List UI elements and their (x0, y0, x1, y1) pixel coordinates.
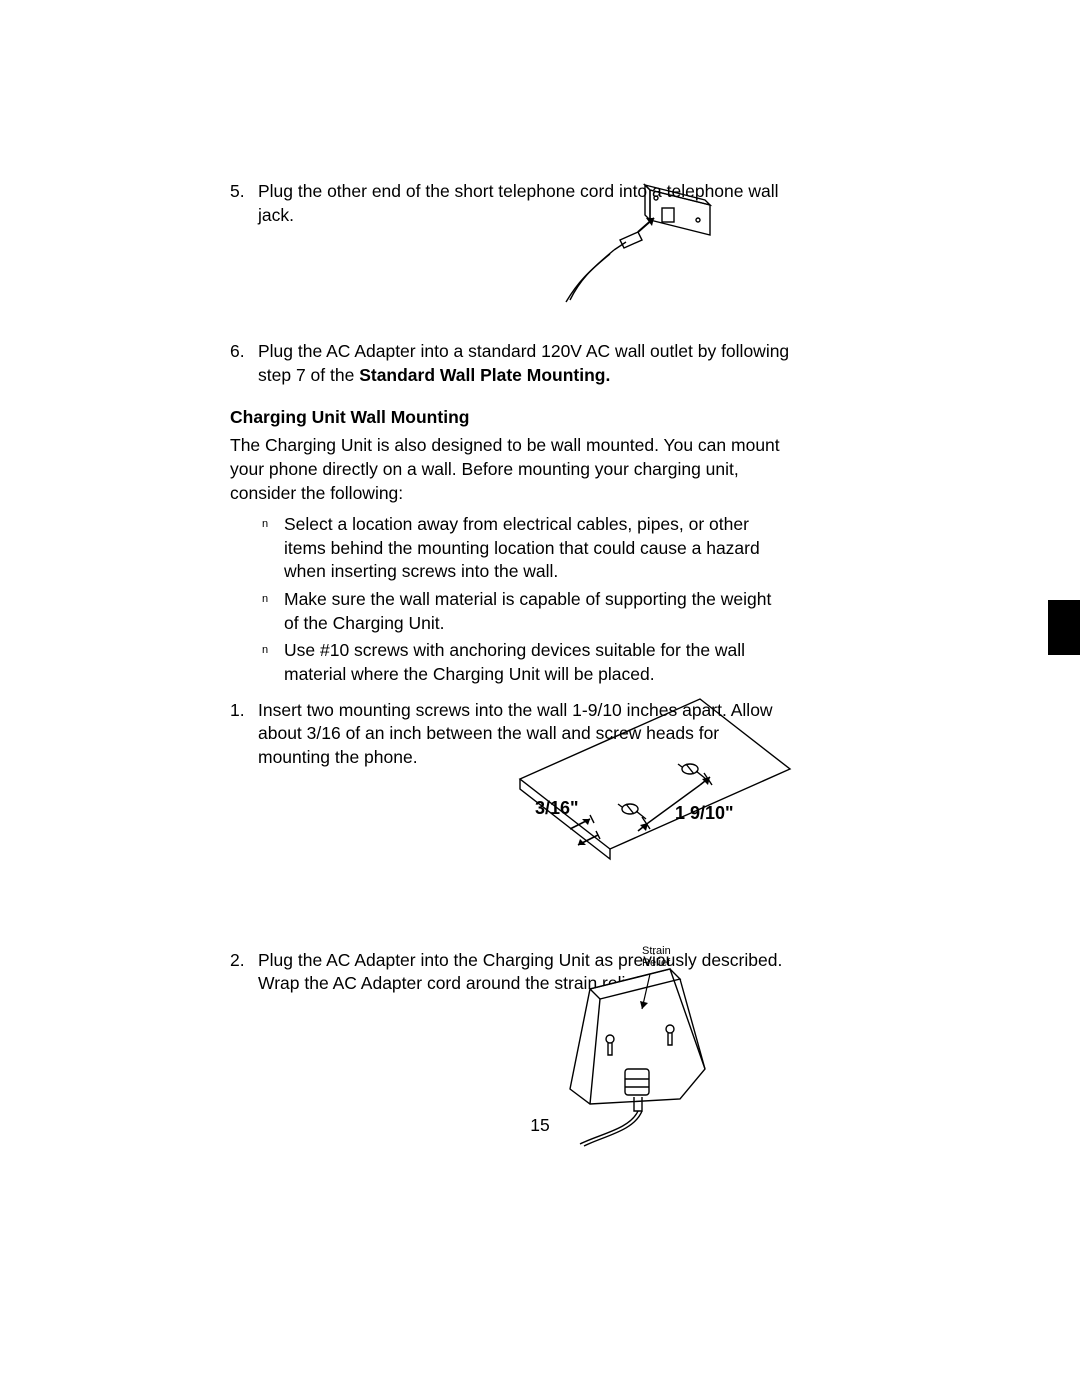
bullet-mark: n (262, 513, 284, 584)
dim-spacing-label: 1 9/10" (675, 803, 734, 823)
strain-relief-label-1: Strain (642, 945, 671, 957)
bullet-1: n Select a location away from electrical… (262, 513, 790, 584)
step-5-number: 5. (230, 180, 258, 227)
step-6-text-bold: Standard Wall Plate Mounting. (359, 365, 610, 385)
step-6: 6. Plug the AC Adapter into a standard 1… (230, 340, 790, 387)
step-6-text: Plug the AC Adapter into a standard 120V… (258, 340, 790, 387)
side-tab-marker (1048, 600, 1080, 655)
step-6-number: 6. (230, 340, 258, 387)
figure-wall-jack (530, 170, 750, 320)
screw-lower-icon (618, 804, 646, 819)
step-5-block: 5. Plug the other end of the short telep… (230, 180, 790, 340)
charging-step-1-block: 1. Insert two mounting screws into the w… (230, 699, 790, 949)
page-number: 15 (0, 1115, 1080, 1136)
charging-step-1-number: 1. (230, 699, 258, 770)
bullet-list: n Select a location away from electrical… (262, 513, 790, 686)
bullet-2-text: Make sure the wall material is capable o… (284, 588, 790, 635)
page-content: 5. Plug the other end of the short telep… (230, 180, 790, 1159)
dim-gap-label: 3/16" (535, 798, 579, 818)
figure-wall-screws: 3/16" 1 9/10" (500, 689, 800, 939)
bullet-mark: n (262, 639, 284, 686)
screw-upper-icon (678, 764, 706, 779)
charging-step-2-number: 2. (230, 949, 258, 996)
bullet-1-text: Select a location away from electrical c… (284, 513, 790, 584)
bullet-2: n Make sure the wall material is capable… (262, 588, 790, 635)
bullet-mark: n (262, 588, 284, 635)
bullet-3: n Use #10 screws with anchoring devices … (262, 639, 790, 686)
strain-relief-label-2: Relief (642, 957, 671, 969)
bullet-3-text: Use #10 screws with anchoring devices su… (284, 639, 790, 686)
section-heading: Charging Unit Wall Mounting (230, 407, 790, 428)
section-intro: The Charging Unit is also designed to be… (230, 434, 790, 505)
